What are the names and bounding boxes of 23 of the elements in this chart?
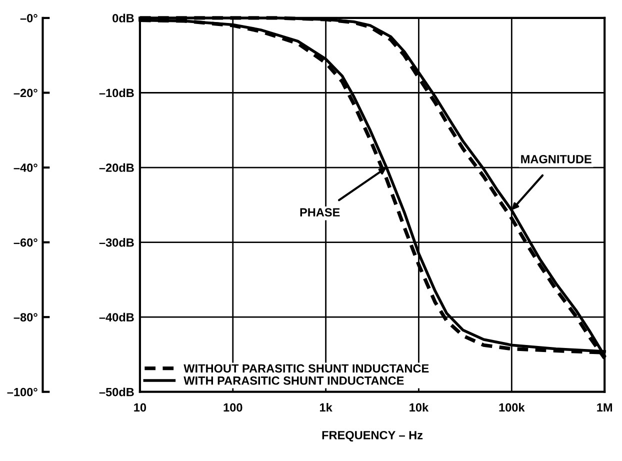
x-tick-label: 10k: [410, 402, 429, 412]
legend-label: WITHOUT PARASITIC SHUNT INDUCTANCE: [184, 364, 429, 373]
y-tick-label: 0dB: [112, 14, 134, 22]
y2-tick-label: –100°: [7, 388, 38, 396]
y2-tick-label: –80°: [14, 313, 38, 322]
x-tick-label: 100: [224, 403, 242, 412]
y2-tick-label: –40°: [14, 164, 38, 172]
x-tick-label: 10: [134, 403, 146, 412]
y-tick-label: –20dB: [99, 163, 134, 172]
x-tick-label: 1k: [320, 402, 332, 412]
y-tick-label: –50dB: [99, 388, 134, 396]
x-tick-label: 100k: [499, 402, 525, 412]
y2-tick-label: –20°: [14, 88, 38, 98]
x-axis-title: FREQUENCY – Hz: [322, 430, 423, 442]
legend-label: WITH PARASITIC SHUNT INDUCTANCE: [184, 376, 404, 385]
y-tick-label: –10dB: [99, 88, 134, 98]
annotation: MAGNITUDE: [521, 154, 592, 164]
y2-tick-label: –0°: [20, 14, 38, 22]
y2-tick-label: –60°: [14, 238, 38, 247]
x-tick-label: 1M: [597, 403, 612, 412]
y-tick-label: –40dB: [99, 312, 134, 322]
annotation: PHASE: [300, 208, 340, 217]
y-tick-label: –30dB: [99, 238, 134, 247]
